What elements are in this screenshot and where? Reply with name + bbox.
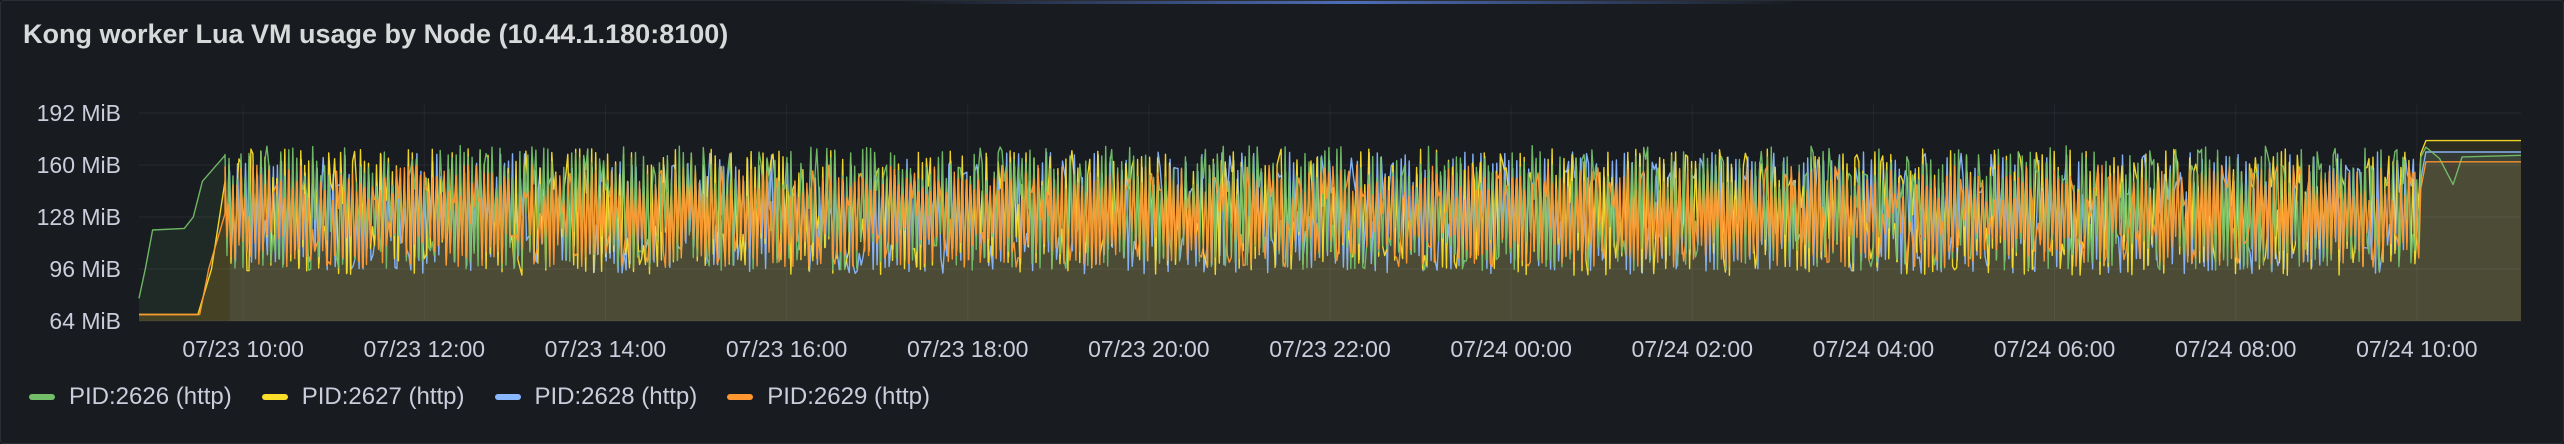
legend-swatch-blue (494, 394, 521, 400)
x-tick-label: 07/24 04:00 (1813, 336, 1935, 362)
legend-item-pid-2629[interactable]: PID:2629 (http) (727, 383, 930, 411)
x-tick-label: 07/23 16:00 (726, 336, 848, 362)
x-tick-label: 07/23 12:00 (364, 336, 486, 362)
legend-label: PID:2628 (http) (534, 383, 698, 410)
panel-loading-bar (901, 1, 1801, 4)
y-tick-label: 128 MiB (37, 204, 121, 230)
x-tick-label: 07/24 02:00 (1632, 336, 1754, 362)
legend-label: PID:2629 (http) (767, 383, 930, 410)
y-tick-label: 64 MiB (49, 308, 121, 334)
y-tick-label: 192 MiB (37, 100, 121, 126)
legend-item-pid-2626[interactable]: PID:2626 (http) (29, 383, 232, 411)
x-tick-label: 07/24 08:00 (2175, 336, 2297, 362)
series-line-pid-2629-http (139, 161, 2521, 316)
legend-swatch-yellow (261, 394, 288, 400)
legend-item-pid-2627[interactable]: PID:2627 (http) (261, 383, 465, 411)
x-axis: 07/23 10:00 07/23 12:00 07/23 14:00 07/23 1… (182, 336, 2477, 362)
x-tick-label: 07/23 14:00 (545, 336, 667, 362)
series-lines (138, 139, 2522, 316)
y-axis: 64 MiB 96 MiB 128 MiB 160 MiB 192 MiB (37, 100, 121, 334)
panel-title[interactable]: Kong worker Lua VM usage by Node (10.44.… (23, 19, 729, 49)
x-tick-label: 07/23 18:00 (907, 336, 1029, 362)
legend-label: PID:2626 (http) (69, 383, 232, 410)
x-tick-label: 07/23 22:00 (1269, 336, 1391, 362)
x-tick-label: 07/23 10:00 (182, 336, 304, 362)
x-tick-label: 07/24 00:00 (1450, 336, 1572, 362)
legend-item-pid-2628[interactable]: PID:2628 (http) (494, 383, 698, 411)
x-tick-label: 07/24 06:00 (1994, 336, 2116, 362)
legend-swatch-green (29, 394, 55, 400)
legend-swatch-orange (727, 394, 754, 400)
y-tick-label: 96 MiB (49, 256, 121, 282)
legend-label: PID:2627 (http) (301, 383, 465, 410)
series-area (229, 152, 2521, 321)
x-tick-label: 07/24 10:00 (2356, 336, 2478, 362)
legend: PID:2626 (http) PID:2627 (http) PID:2628… (29, 383, 930, 411)
y-tick-label: 160 MiB (37, 152, 121, 178)
x-tick-label: 07/23 20:00 (1088, 336, 1210, 362)
